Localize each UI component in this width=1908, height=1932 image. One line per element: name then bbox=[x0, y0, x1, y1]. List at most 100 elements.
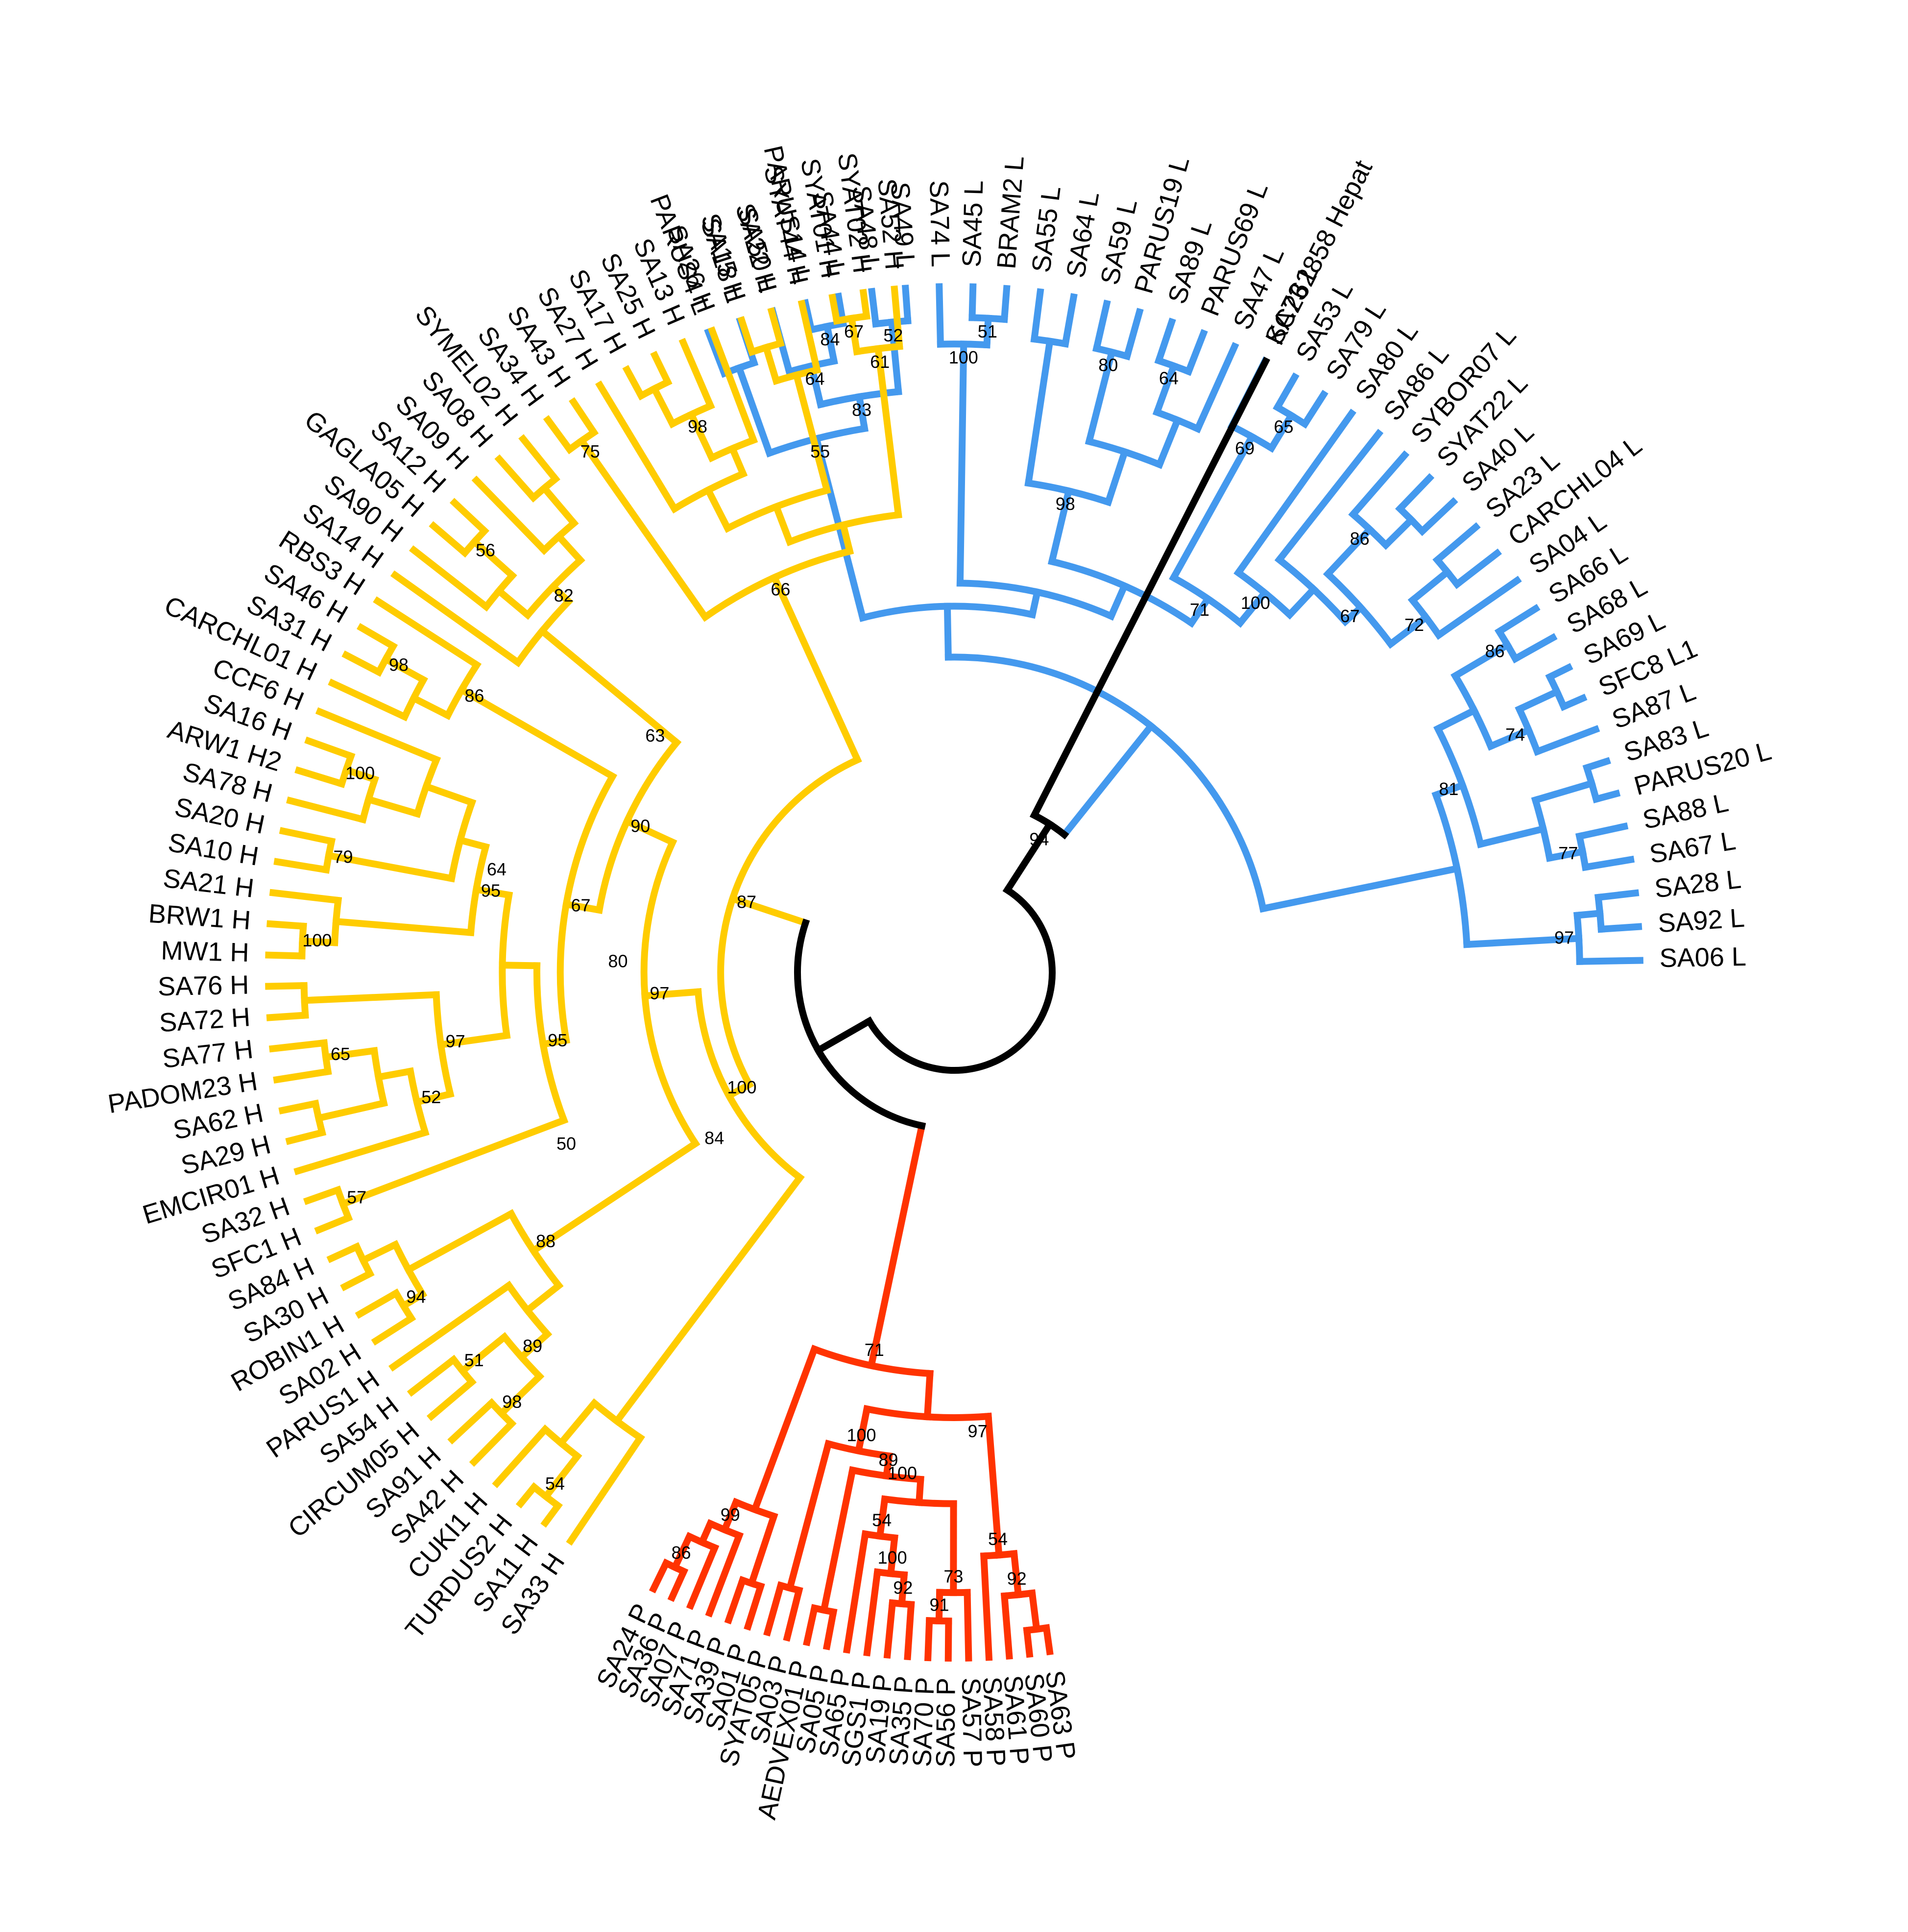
bootstrap-value: 80 bbox=[1098, 355, 1118, 375]
branch-P bbox=[750, 1345, 819, 1514]
branch-L bbox=[1300, 389, 1328, 429]
branch-H bbox=[469, 1419, 517, 1467]
branch-H bbox=[797, 299, 821, 374]
branch-L bbox=[936, 283, 944, 348]
branch-L bbox=[1323, 524, 1375, 579]
branch-H bbox=[359, 1240, 400, 1265]
branch-P bbox=[720, 1497, 741, 1535]
branch-H bbox=[426, 1377, 477, 1421]
branch-P bbox=[923, 1370, 934, 1421]
branch-H bbox=[554, 531, 585, 565]
bootstrap-value: 100 bbox=[949, 347, 978, 367]
branch-L bbox=[1259, 864, 1461, 913]
branch-L bbox=[1235, 588, 1270, 628]
branch-H bbox=[762, 343, 781, 386]
leaf-label: SA67 L bbox=[1647, 826, 1738, 869]
branch-P bbox=[1042, 1624, 1054, 1656]
branch-P bbox=[670, 1532, 694, 1572]
branch-H bbox=[457, 685, 617, 781]
branch-L bbox=[1594, 889, 1640, 901]
branch-L bbox=[1348, 450, 1410, 519]
branch-H bbox=[522, 1280, 564, 1315]
bootstrap-value: 88 bbox=[536, 1231, 555, 1251]
branch-H bbox=[650, 351, 673, 387]
branch-H bbox=[737, 316, 756, 357]
branch-P bbox=[667, 1567, 689, 1602]
branch-H bbox=[703, 485, 732, 533]
bootstrap-value: 54 bbox=[545, 1473, 565, 1494]
branch-H bbox=[278, 1099, 320, 1115]
branch-L bbox=[1169, 432, 1257, 582]
branch-L bbox=[1186, 594, 1213, 628]
branch-L bbox=[1000, 285, 1011, 323]
branch-P bbox=[863, 1568, 882, 1657]
branch-H bbox=[569, 397, 599, 437]
bootstrap-value: 95 bbox=[548, 1030, 567, 1050]
tree-branches bbox=[265, 283, 1643, 1662]
branch-H bbox=[678, 338, 715, 411]
branch-H bbox=[492, 1424, 550, 1489]
branch-H bbox=[437, 1031, 511, 1049]
branch-H bbox=[409, 545, 491, 612]
branch-L bbox=[1463, 935, 1583, 948]
branch-L bbox=[1486, 725, 1533, 751]
leaf-label: SA92 L bbox=[1657, 903, 1746, 939]
branch-P bbox=[724, 1576, 747, 1625]
branch-H bbox=[622, 365, 646, 401]
bootstrap-value: 57 bbox=[347, 1187, 366, 1208]
branch-H bbox=[874, 344, 902, 519]
outgroup-bootstrap: 94 bbox=[1029, 829, 1049, 849]
bootstrap-value: 97 bbox=[968, 1421, 988, 1441]
branch-L bbox=[1381, 515, 1416, 550]
branch-L bbox=[1545, 663, 1573, 682]
branch-L bbox=[1059, 721, 1156, 840]
branch-H bbox=[537, 626, 682, 748]
leaf-label: SA74 L bbox=[924, 180, 955, 267]
branch-L bbox=[1047, 486, 1073, 566]
branch-L bbox=[1386, 612, 1431, 649]
bootstrap-values: 84 51 64 65 69 72 74 80 77 86 100 52 67 64 98 86 83 97 81 1… bbox=[302, 321, 1578, 1615]
branch-P bbox=[904, 1600, 915, 1661]
branch-L bbox=[1432, 522, 1481, 565]
branch-H bbox=[562, 900, 604, 914]
bootstrap-value: 90 bbox=[630, 816, 650, 836]
leaf-label: SA58 P bbox=[977, 1676, 1011, 1767]
branch-L bbox=[1452, 548, 1502, 589]
branch-H bbox=[458, 1332, 509, 1376]
branch-L bbox=[734, 363, 774, 458]
branch-H bbox=[304, 736, 356, 761]
bootstrap-value: 77 bbox=[1558, 843, 1578, 863]
branch-L bbox=[1340, 603, 1366, 627]
branch-H bbox=[540, 1500, 563, 1528]
branch-L bbox=[1581, 855, 1635, 871]
branch-H bbox=[407, 1354, 459, 1397]
branch-L bbox=[868, 288, 880, 328]
bootstrap-value: 71 bbox=[865, 1340, 884, 1360]
branch-H bbox=[515, 1482, 539, 1509]
branch-H bbox=[496, 1371, 545, 1419]
branch-P bbox=[747, 1512, 778, 1588]
branch-H bbox=[471, 475, 549, 555]
branch-H bbox=[556, 1398, 600, 1448]
branch-H bbox=[767, 307, 785, 348]
branch-L bbox=[1274, 429, 1384, 565]
branch-P bbox=[924, 1617, 933, 1662]
branch-L bbox=[1559, 694, 1588, 711]
branch-L bbox=[1233, 409, 1356, 578]
branch-P bbox=[686, 1543, 720, 1610]
branch-H bbox=[322, 1047, 378, 1062]
branch-L bbox=[1546, 847, 1587, 862]
branch-L bbox=[1576, 957, 1643, 965]
branch-P bbox=[915, 1475, 924, 1506]
root-arc bbox=[864, 885, 1056, 1074]
bootstrap-value: 98 bbox=[688, 416, 707, 436]
branch-H bbox=[412, 1089, 455, 1107]
bootstrap-value: 94 bbox=[406, 1287, 426, 1307]
branch-H bbox=[399, 1289, 428, 1311]
branch-H bbox=[338, 1115, 569, 1208]
bootstrap-value: 95 bbox=[481, 880, 501, 900]
branch-L bbox=[1104, 447, 1129, 507]
branch-H bbox=[516, 1329, 553, 1362]
branch-H bbox=[494, 454, 538, 503]
bootstrap-value: 71 bbox=[1190, 600, 1209, 620]
